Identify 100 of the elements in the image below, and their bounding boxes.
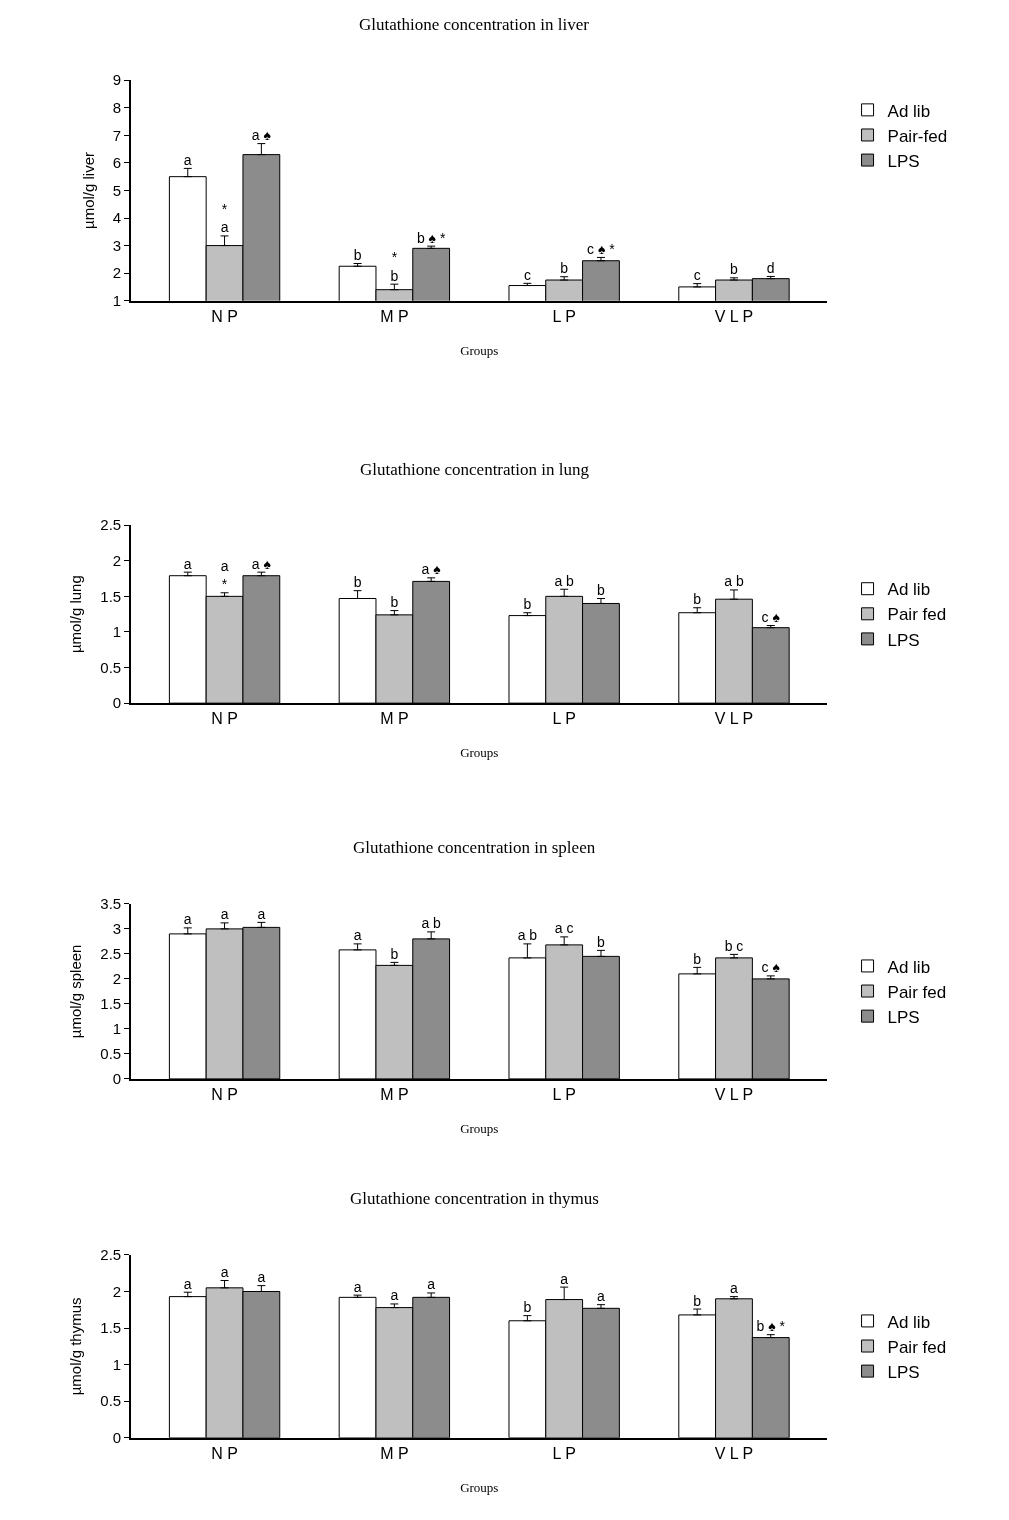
- y-axis-title: µmol/g thymus: [67, 1297, 85, 1396]
- x-tick-label: L P: [552, 710, 576, 728]
- x-tick-label: M P: [380, 710, 409, 728]
- x-tick-label: V L P: [714, 1086, 754, 1104]
- data-label: a *: [220, 558, 229, 593]
- data-label: a: [220, 906, 229, 923]
- data-label: a ♠: [421, 561, 442, 578]
- x-axis-title: Groups: [460, 343, 499, 358]
- data-label: a b: [724, 573, 744, 590]
- data-label: a: [183, 1275, 192, 1292]
- y-tick-label: 1: [112, 1355, 122, 1373]
- data-label: a ♠: [251, 127, 272, 144]
- x-axis-title: Groups: [460, 1480, 499, 1496]
- data-label: a: [183, 555, 192, 572]
- x-axis-title: Groups: [460, 1121, 499, 1137]
- data-label: b ♠ *: [756, 1318, 786, 1335]
- y-tick-label: 4: [112, 209, 122, 227]
- x-tick-label: M P: [380, 307, 409, 325]
- y-tick-label: 6: [112, 154, 122, 172]
- data-label: b: [693, 591, 702, 608]
- data-label: b: [597, 581, 606, 598]
- x-tick-label: L P: [552, 1445, 576, 1463]
- y-tick-label: 2: [112, 552, 122, 570]
- x-tick-label: N P: [211, 307, 238, 325]
- data-label: a: [390, 1287, 399, 1304]
- y-tick-label: 3: [112, 236, 122, 254]
- data-label: a: [730, 1280, 739, 1297]
- y-tick-label: 9: [112, 71, 122, 89]
- y-tick-label: 2: [112, 1282, 122, 1300]
- x-tick-label: V L P: [714, 307, 754, 325]
- y-tick-label: 0: [112, 1429, 122, 1447]
- data-label: a b: [517, 927, 538, 944]
- legend-label: Ad lib: [887, 957, 931, 977]
- y-tick-label: 3.5: [100, 895, 122, 913]
- x-tick-label: L P: [552, 1086, 576, 1104]
- data-label: a b: [554, 572, 575, 589]
- chart-title: Glutathione concentration in liver: [359, 15, 590, 34]
- legend-label: Pair-fed: [887, 126, 948, 146]
- data-label: c ♠ *: [587, 240, 616, 257]
- data-label: a: [257, 1269, 266, 1286]
- legend-label: LPS: [887, 1007, 920, 1027]
- legend-label: LPS: [887, 1362, 920, 1382]
- x-tick-label: N P: [211, 710, 238, 728]
- data-label: b: [390, 594, 399, 611]
- data-label: b ♠ *: [416, 229, 446, 246]
- legend-label: LPS: [887, 630, 920, 650]
- data-label: b: [730, 261, 739, 278]
- y-tick-label: 1.5: [100, 1319, 122, 1337]
- x-tick-label: M P: [380, 1086, 409, 1104]
- y-axis-title: µmol/g liver: [79, 151, 97, 229]
- data-label: * a: [220, 201, 229, 236]
- y-tick-label: 7: [112, 126, 122, 144]
- data-label: a: [597, 1288, 606, 1305]
- y-tick-label: 1.5: [100, 995, 122, 1013]
- data-label: b: [693, 1292, 702, 1309]
- data-label: a ♠: [251, 555, 272, 572]
- y-tick-label: 8: [112, 99, 122, 116]
- data-label: a: [183, 151, 192, 168]
- data-label: b: [560, 260, 569, 277]
- y-tick-label: 0.5: [100, 1392, 122, 1410]
- y-tick-label: 1: [112, 1020, 122, 1038]
- data-label: a: [560, 1270, 569, 1287]
- data-label: a: [220, 1264, 229, 1281]
- data-label: b: [390, 945, 399, 962]
- data-label: d: [766, 259, 775, 276]
- y-tick-label: 0.5: [100, 1045, 122, 1063]
- y-tick-label: 0.5: [100, 658, 122, 676]
- legend-label: Pair fed: [887, 1337, 947, 1357]
- x-tick-label: L P: [552, 307, 576, 325]
- data-label: b: [353, 246, 362, 263]
- data-label: a: [183, 911, 192, 928]
- y-tick-label: 0: [112, 1070, 122, 1088]
- y-tick-label: 1: [112, 291, 122, 309]
- data-label: b: [523, 1299, 532, 1316]
- data-label: a b: [421, 915, 442, 932]
- legend-label: Pair fed: [887, 982, 947, 1002]
- y-tick-label: 0: [112, 694, 122, 712]
- y-tick-label: 3: [112, 920, 122, 938]
- data-label: b: [353, 574, 362, 591]
- chart-title: Glutathione concentration in spleen: [353, 838, 596, 857]
- data-label: a: [427, 1276, 436, 1293]
- x-tick-label: V L P: [714, 1445, 754, 1463]
- y-tick-label: 2.5: [100, 1246, 122, 1264]
- legend-label: Ad lib: [887, 580, 931, 600]
- chart-title: Glutathione concentration in thymus: [350, 1189, 599, 1208]
- y-tick-label: 1: [112, 623, 122, 641]
- x-tick-label: M P: [380, 1445, 409, 1463]
- legend-label: Pair fed: [887, 605, 947, 625]
- data-label: a: [353, 1278, 362, 1295]
- y-tick-label: 2: [112, 264, 122, 282]
- legend-label: Ad lib: [887, 1312, 931, 1332]
- x-axis-title: Groups: [460, 745, 499, 761]
- data-label: a c: [554, 920, 574, 937]
- chart-title: Glutathione concentration in lung: [360, 460, 590, 479]
- legend-label: LPS: [887, 151, 920, 171]
- data-label: c: [693, 267, 701, 284]
- data-label: b c: [724, 937, 744, 954]
- x-tick-label: V L P: [714, 710, 754, 728]
- y-tick-label: 2.5: [100, 945, 122, 963]
- y-axis-title: µmol/g lung: [67, 575, 85, 654]
